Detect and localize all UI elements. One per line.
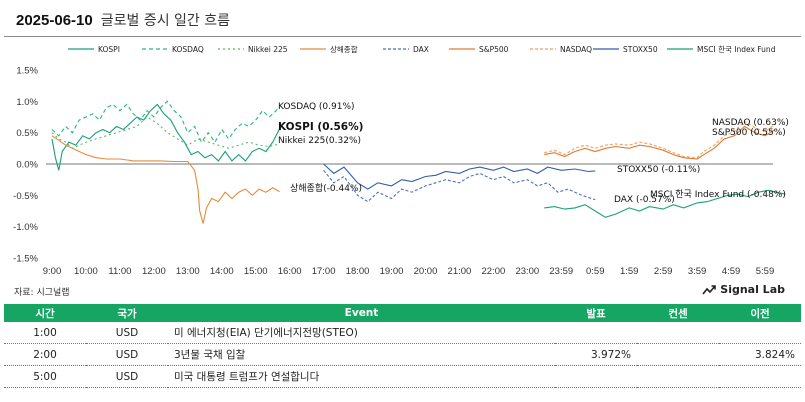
- cell-previous: [719, 365, 801, 388]
- y-tick-label: 1.5%: [16, 66, 38, 77]
- x-tick-label: 1:59: [620, 266, 639, 277]
- x-tick-label: 11:00: [108, 266, 131, 277]
- col-header-previous: 이전: [719, 304, 801, 322]
- header: 2025-06-10 글로벌 증시 일간 흐름: [16, 10, 230, 32]
- legend-label: S&P500: [479, 45, 509, 54]
- chart-legend: KOSPI KOSDAQ Nikkei 225 상해종합 DAX S&P500 NASDAQ…: [68, 44, 776, 54]
- x-tick-label: 14:00: [210, 266, 234, 277]
- cell-time: 2:00: [4, 343, 86, 366]
- report-date: 2025-06-10: [16, 12, 93, 29]
- series-line: [323, 169, 596, 203]
- x-tick-label: 9:00: [43, 266, 62, 277]
- y-tick-label: -1.5%: [13, 254, 38, 265]
- brand-name: Signal Lab: [720, 283, 785, 296]
- col-header-time: 시간: [4, 304, 86, 322]
- data-source: 자료: 시그널랩: [14, 288, 70, 298]
- y-axis: 1.5% 1.0% 0.5% 0.0% -0.5% -1.0% -1.5%: [13, 66, 38, 265]
- col-header-actual: 발표: [555, 304, 637, 322]
- x-tick-label: 19:00: [380, 266, 404, 277]
- col-header-consensus: 컨센: [637, 304, 719, 322]
- x-tick-label: 3:59: [688, 266, 707, 277]
- series-end-label: Nikkei 225(0.32%): [278, 136, 361, 146]
- series-end-label: DAX (-0.57%): [614, 195, 675, 205]
- cell-previous: 3.824%: [719, 343, 801, 366]
- cell-event: 미국 대통령 트럼프가 연설합니다: [168, 365, 555, 388]
- x-tick-label: 12:00: [142, 266, 166, 277]
- series-end-label: KOSPI (0.56%): [278, 121, 363, 133]
- col-header-event: Event: [168, 304, 555, 322]
- series-end-labels: KOSPI (0.56%) KOSDAQ (0.91%) Nikkei 225(0.…: [278, 102, 789, 205]
- cell-time: 1:00: [4, 322, 86, 344]
- y-tick-label: 1.0%: [16, 97, 38, 108]
- legend-label: NASDAQ: [560, 45, 592, 54]
- cell-previous: [719, 322, 801, 344]
- series-end-label: S&P500 (0.55%): [712, 128, 786, 138]
- cell-consensus: [637, 343, 719, 366]
- series-end-label: NASDAQ (0.63%): [712, 118, 789, 128]
- series-lines: [51, 100, 786, 224]
- legend-label: KOSPI: [98, 45, 120, 54]
- series-line: [544, 125, 776, 160]
- x-tick-label: 20:00: [414, 266, 438, 277]
- x-tick-label: 23:59: [549, 266, 573, 277]
- legend-label: Nikkei 225: [248, 45, 288, 54]
- x-axis: 9:00 10:00 11:00 12:00 13:00 14:00 15:00 16:00 1…: [43, 266, 775, 277]
- x-tick-label: 4:59: [722, 266, 741, 277]
- table-row: 1:00 USD 미 에너지청(EIA) 단기에너지전망(STEO): [4, 322, 801, 344]
- cell-event: 3년물 국채 입찰: [168, 343, 555, 366]
- series-line: [51, 100, 280, 144]
- legend-label: 상해종합: [330, 44, 358, 54]
- cell-actual: 3.972%: [555, 343, 637, 366]
- cell-consensus: [637, 365, 719, 388]
- market-line-chart: KOSPI KOSDAQ Nikkei 225 상해종합 DAX S&P500 NASDAQ…: [13, 44, 789, 277]
- cell-actual: [555, 365, 637, 388]
- x-tick-label: 5:59: [756, 266, 775, 277]
- cell-actual: [555, 322, 637, 344]
- report-title: 글로벌 증시 일간 흐름: [100, 13, 231, 29]
- x-tick-label: 13:00: [176, 266, 200, 277]
- series-line: [323, 163, 596, 190]
- table-row: 5:00 USD 미국 대통령 트럼프가 연설합니다: [4, 365, 801, 388]
- y-tick-label: -0.5%: [13, 191, 38, 202]
- series-line: [544, 120, 776, 159]
- cell-country: USD: [86, 322, 168, 344]
- cell-country: USD: [86, 365, 168, 388]
- x-tick-label: 16:00: [278, 266, 302, 277]
- series-end-label: MSCI 한국 Index Fund (-0.48%): [650, 189, 786, 200]
- x-tick-label: 17:00: [312, 266, 336, 277]
- y-tick-label: 0.5%: [16, 128, 38, 139]
- x-tick-label: 18:00: [346, 266, 370, 277]
- series-end-label: STOXX50 (-0.11%): [617, 165, 700, 175]
- legend-label: STOXX50: [623, 45, 658, 54]
- economic-events-table: 시간 국가 Event 발표 컨센 이전 1:00 USD 미 에너지청(EIA…: [4, 304, 801, 388]
- x-tick-label: 10:00: [74, 266, 98, 277]
- y-tick-label: -1.0%: [13, 222, 38, 233]
- series-line: [51, 116, 280, 149]
- series-line: [544, 189, 786, 218]
- cell-country: USD: [86, 343, 168, 366]
- x-tick-label: 22:00: [481, 266, 505, 277]
- cell-event: 미 에너지청(EIA) 단기에너지전망(STEO): [168, 322, 555, 344]
- x-tick-label: 23:00: [515, 266, 539, 277]
- cell-time: 5:00: [4, 365, 86, 388]
- legend-label: MSCI 한국 Index Fund: [697, 45, 776, 54]
- cell-consensus: [637, 322, 719, 344]
- legend-label: KOSDAQ: [172, 45, 204, 54]
- x-tick-label: 0:59: [586, 266, 605, 277]
- table-header-row: 시간 국가 Event 발표 컨센 이전: [4, 304, 801, 322]
- series-end-label: 상해종합(-0.44%): [290, 183, 362, 194]
- x-tick-label: 15:00: [244, 266, 268, 277]
- series-line: [51, 103, 280, 171]
- x-tick-label: 21:00: [448, 266, 472, 277]
- col-header-country: 국가: [86, 304, 168, 322]
- legend-label: DAX: [413, 45, 429, 54]
- header-divider: [4, 36, 801, 37]
- brand-logo: Signal Lab: [702, 283, 785, 296]
- series-line: [51, 135, 280, 224]
- series-end-label: KOSDAQ (0.91%): [278, 102, 355, 112]
- x-tick-label: 2:59: [654, 266, 673, 277]
- table-row: 2:00 USD 3년물 국채 입찰 3.972% 3.824%: [4, 343, 801, 366]
- trend-line-icon: [702, 284, 717, 294]
- y-tick-label: 0.0%: [16, 160, 38, 171]
